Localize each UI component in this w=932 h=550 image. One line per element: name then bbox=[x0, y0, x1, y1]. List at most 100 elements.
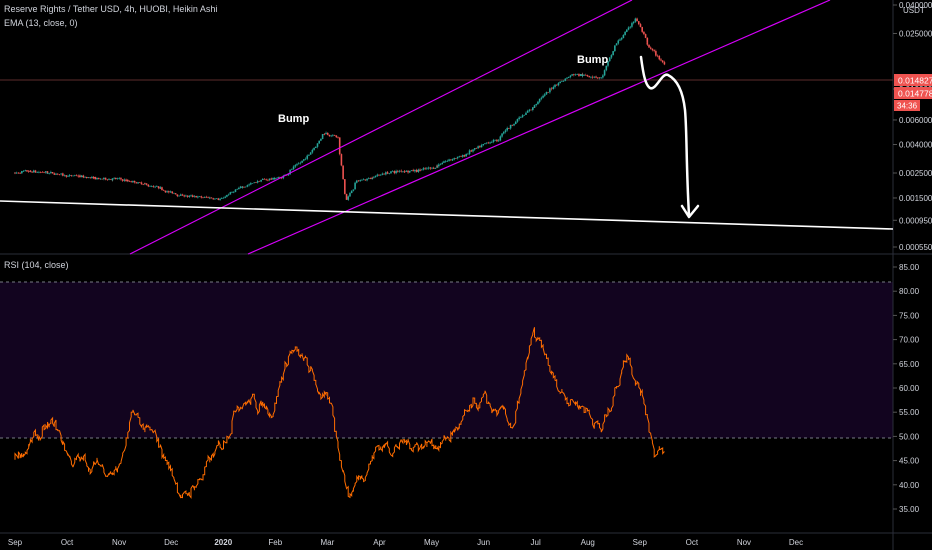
candle-body bbox=[292, 166, 295, 170]
candle-body bbox=[58, 173, 61, 175]
candle-body bbox=[593, 76, 596, 78]
candle-body bbox=[564, 78, 567, 81]
candle-body bbox=[373, 177, 375, 178]
candle-body bbox=[509, 124, 512, 129]
candle-body bbox=[67, 175, 69, 177]
candle-body bbox=[525, 112, 527, 115]
time-axis[interactable]: Sep Oct Nov Dec 2020 Feb Mar Apr May Jun Jul Aug Sep… bbox=[8, 538, 803, 547]
candle-body bbox=[311, 149, 314, 153]
candle-body bbox=[217, 198, 220, 200]
candle-body bbox=[244, 186, 247, 188]
countdown-label: 34:36 bbox=[897, 102, 918, 111]
candle-body bbox=[381, 173, 384, 175]
candle-body bbox=[501, 133, 503, 136]
candle-body bbox=[388, 173, 391, 174]
candle-body bbox=[179, 194, 182, 196]
candle-body bbox=[273, 178, 276, 180]
bump-label-1: Bump bbox=[278, 113, 309, 125]
candle-body bbox=[24, 170, 27, 171]
candle-body bbox=[608, 57, 611, 62]
bump-label-2: Bump bbox=[577, 54, 608, 66]
candle-body bbox=[272, 177, 274, 180]
candle-body bbox=[427, 167, 430, 169]
candle-body bbox=[205, 196, 208, 198]
candle-body bbox=[220, 198, 223, 199]
rsi-tick-label: 55.00 bbox=[899, 408, 920, 417]
candle-body bbox=[438, 164, 440, 167]
candle-body bbox=[55, 173, 57, 175]
projection-arrow-head bbox=[680, 204, 700, 219]
candle-body bbox=[612, 51, 614, 56]
candle-body bbox=[379, 174, 382, 176]
symbol-legend[interactable]: Reserve Rights / Tether USD, 4h, HUOBI, … bbox=[4, 4, 218, 14]
time-label: 2020 bbox=[214, 538, 232, 547]
rsi-tick-label: 75.00 bbox=[899, 311, 920, 320]
candle-body bbox=[197, 196, 199, 198]
candle-body bbox=[248, 184, 250, 186]
candle-body bbox=[219, 198, 221, 200]
ema-legend[interactable]: EMA (13, close, 0) bbox=[4, 18, 78, 28]
candle-body bbox=[422, 168, 425, 170]
candle-body bbox=[251, 183, 254, 184]
candle-body bbox=[62, 173, 64, 176]
candle-body bbox=[320, 138, 322, 141]
candle-body bbox=[46, 173, 49, 174]
candle-body bbox=[38, 172, 40, 173]
candle-body bbox=[499, 136, 502, 141]
candle-body bbox=[337, 137, 339, 138]
candle-body bbox=[573, 74, 575, 76]
time-label: Dec bbox=[164, 538, 178, 547]
candle-body bbox=[202, 197, 204, 199]
candle-body bbox=[543, 94, 546, 96]
candle-body bbox=[65, 175, 68, 177]
candle-body bbox=[456, 156, 459, 159]
candle-body bbox=[620, 38, 623, 40]
candle-body bbox=[455, 158, 457, 159]
candle-body bbox=[419, 169, 421, 171]
candle-body bbox=[306, 155, 309, 157]
candle-body bbox=[598, 77, 601, 79]
candle-body bbox=[448, 159, 450, 161]
candle-body bbox=[661, 60, 664, 63]
candle-body bbox=[441, 162, 444, 165]
candle-body bbox=[304, 158, 307, 160]
candle-body bbox=[528, 109, 531, 111]
candle-body bbox=[53, 173, 56, 175]
candle-body bbox=[56, 173, 59, 175]
candle-body bbox=[140, 182, 143, 185]
candle-body bbox=[562, 80, 565, 82]
candle-body bbox=[458, 156, 461, 157]
candle-body bbox=[231, 191, 233, 193]
candle-body bbox=[532, 107, 534, 110]
candle-body bbox=[419, 170, 421, 171]
candle-body bbox=[397, 170, 399, 172]
rsi-tick-label: 45.00 bbox=[899, 457, 920, 466]
candle-body bbox=[338, 137, 341, 146]
candle-body bbox=[533, 105, 536, 108]
candle-body bbox=[644, 34, 647, 38]
candle-body bbox=[369, 178, 372, 180]
candle-body bbox=[487, 142, 490, 144]
candle-body bbox=[280, 177, 283, 179]
candle-body bbox=[234, 189, 237, 192]
candle-body bbox=[17, 172, 20, 174]
candle-body bbox=[203, 196, 206, 198]
candle-body bbox=[595, 76, 597, 78]
candle-body bbox=[308, 154, 310, 156]
time-label: Nov bbox=[112, 538, 126, 547]
candle-body bbox=[395, 170, 397, 174]
candle-body bbox=[656, 55, 659, 57]
rsi-tick-label: 70.00 bbox=[899, 336, 920, 345]
candle-body bbox=[74, 175, 76, 176]
candle-body bbox=[157, 186, 160, 189]
rsi-legend[interactable]: RSI (104, close) bbox=[4, 260, 69, 270]
candle-body bbox=[431, 167, 433, 169]
candle-body bbox=[330, 135, 332, 137]
candle-body bbox=[22, 170, 25, 172]
candle-body bbox=[226, 195, 228, 197]
candle-body bbox=[345, 193, 348, 200]
candle-body bbox=[68, 175, 71, 176]
candle-body bbox=[472, 149, 474, 152]
rsi-axis[interactable]: 85.00 80.00 75.00 70.00 65.00 60.00 55.00 50.00… bbox=[893, 263, 920, 514]
